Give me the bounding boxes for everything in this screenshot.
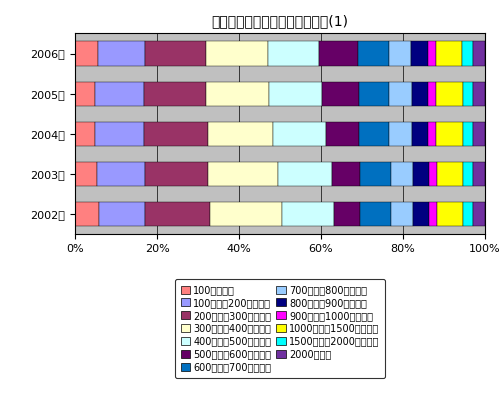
- Bar: [390, 162, 412, 186]
- Bar: [463, 162, 473, 186]
- Bar: [473, 122, 485, 146]
- Bar: [326, 122, 358, 146]
- Bar: [278, 162, 332, 186]
- Bar: [390, 202, 412, 226]
- Bar: [334, 202, 360, 226]
- Bar: [210, 202, 282, 226]
- Bar: [462, 41, 472, 66]
- Bar: [428, 162, 437, 186]
- Bar: [463, 202, 473, 226]
- Bar: [389, 122, 411, 146]
- Bar: [473, 202, 485, 226]
- Bar: [146, 202, 210, 226]
- Bar: [388, 41, 411, 66]
- Bar: [412, 122, 428, 146]
- Bar: [208, 122, 273, 146]
- Bar: [75, 202, 99, 226]
- Bar: [473, 82, 485, 106]
- Title: 給与階級別給与所得者・構成比(1): 給与階級別給与所得者・構成比(1): [212, 14, 348, 28]
- Bar: [462, 122, 473, 146]
- Bar: [96, 82, 144, 106]
- Bar: [268, 41, 319, 66]
- Bar: [75, 82, 96, 106]
- Bar: [412, 162, 428, 186]
- Bar: [462, 82, 473, 106]
- Bar: [146, 162, 208, 186]
- Bar: [144, 82, 206, 106]
- Bar: [98, 41, 144, 66]
- Bar: [437, 162, 463, 186]
- Bar: [99, 202, 146, 226]
- Bar: [319, 41, 358, 66]
- Bar: [322, 82, 358, 106]
- Bar: [428, 122, 436, 146]
- Bar: [360, 202, 390, 226]
- Bar: [206, 41, 268, 66]
- Bar: [144, 122, 208, 146]
- Bar: [332, 162, 360, 186]
- Bar: [75, 162, 97, 186]
- Bar: [411, 41, 428, 66]
- Bar: [428, 82, 436, 106]
- Bar: [358, 122, 389, 146]
- Bar: [412, 202, 428, 226]
- Bar: [75, 41, 98, 66]
- Bar: [473, 162, 485, 186]
- Bar: [360, 162, 390, 186]
- Bar: [97, 162, 146, 186]
- Bar: [428, 202, 437, 226]
- Bar: [436, 122, 462, 146]
- Bar: [144, 41, 206, 66]
- Bar: [428, 41, 436, 66]
- Bar: [282, 202, 335, 226]
- Bar: [96, 122, 144, 146]
- Bar: [273, 122, 326, 146]
- Bar: [472, 41, 485, 66]
- Bar: [389, 82, 411, 106]
- Legend: 100万円以下, 100万超～200万円以下, 200万超～300万円以下, 300万超～400万円以下, 400万超～500万円以下, 500万超～600万円: 100万円以下, 100万超～200万円以下, 200万超～300万円以下, 3…: [175, 279, 385, 378]
- Bar: [358, 41, 388, 66]
- Bar: [208, 162, 278, 186]
- Bar: [436, 82, 462, 106]
- Bar: [358, 82, 389, 106]
- Bar: [412, 82, 428, 106]
- Bar: [437, 202, 463, 226]
- Bar: [436, 41, 462, 66]
- Bar: [269, 82, 322, 106]
- Bar: [75, 122, 96, 146]
- Bar: [206, 82, 269, 106]
